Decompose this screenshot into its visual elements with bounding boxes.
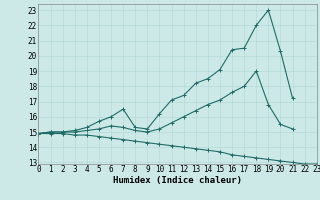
X-axis label: Humidex (Indice chaleur): Humidex (Indice chaleur) [113, 176, 242, 185]
